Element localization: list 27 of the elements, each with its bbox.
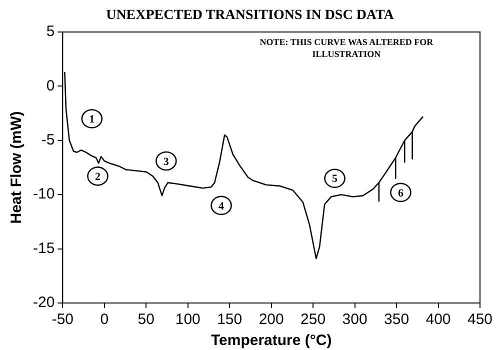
x-tick-label: 0	[100, 311, 109, 328]
x-tick-label: 150	[217, 311, 242, 328]
y-tick-label: -10	[32, 186, 55, 203]
chart-title: UNEXPECTED TRANSITIONS IN DSC DATA	[105, 8, 395, 24]
y-tick-label: 0	[46, 77, 55, 94]
annotation: 4	[218, 200, 225, 212]
y-tick-label: -20	[32, 294, 55, 312]
annotation: 1	[89, 114, 95, 126]
x-tick-label: 50	[138, 311, 154, 328]
x-tick-label: 300	[342, 311, 368, 328]
x-axis-title: Temperature (°C)	[210, 332, 332, 350]
annotation: 6	[398, 187, 404, 200]
annotation: NOTE: THIS CURVE WAS ALTERED FOR ILLUSTRATION	[260, 36, 434, 59]
x-tick-label: 100	[175, 311, 200, 328]
annotation: 2	[94, 171, 101, 184]
y-tick-label: -15	[32, 240, 55, 257]
x-tick-label: 450	[467, 311, 493, 328]
x-tick-label: -50	[52, 311, 74, 328]
x-tick-label: 250	[300, 311, 326, 328]
x-tick-label: 200	[258, 311, 284, 328]
y-axis-title: Heat Flow (mW)	[8, 111, 26, 224]
x-tick-label: 400	[426, 311, 451, 328]
y-tick-label: -5	[41, 132, 55, 149]
x-tick-label: 350	[384, 311, 410, 328]
y-tick-label: 5	[46, 23, 55, 40]
annotation: 5	[332, 173, 338, 186]
annotation: 3	[163, 156, 170, 168]
